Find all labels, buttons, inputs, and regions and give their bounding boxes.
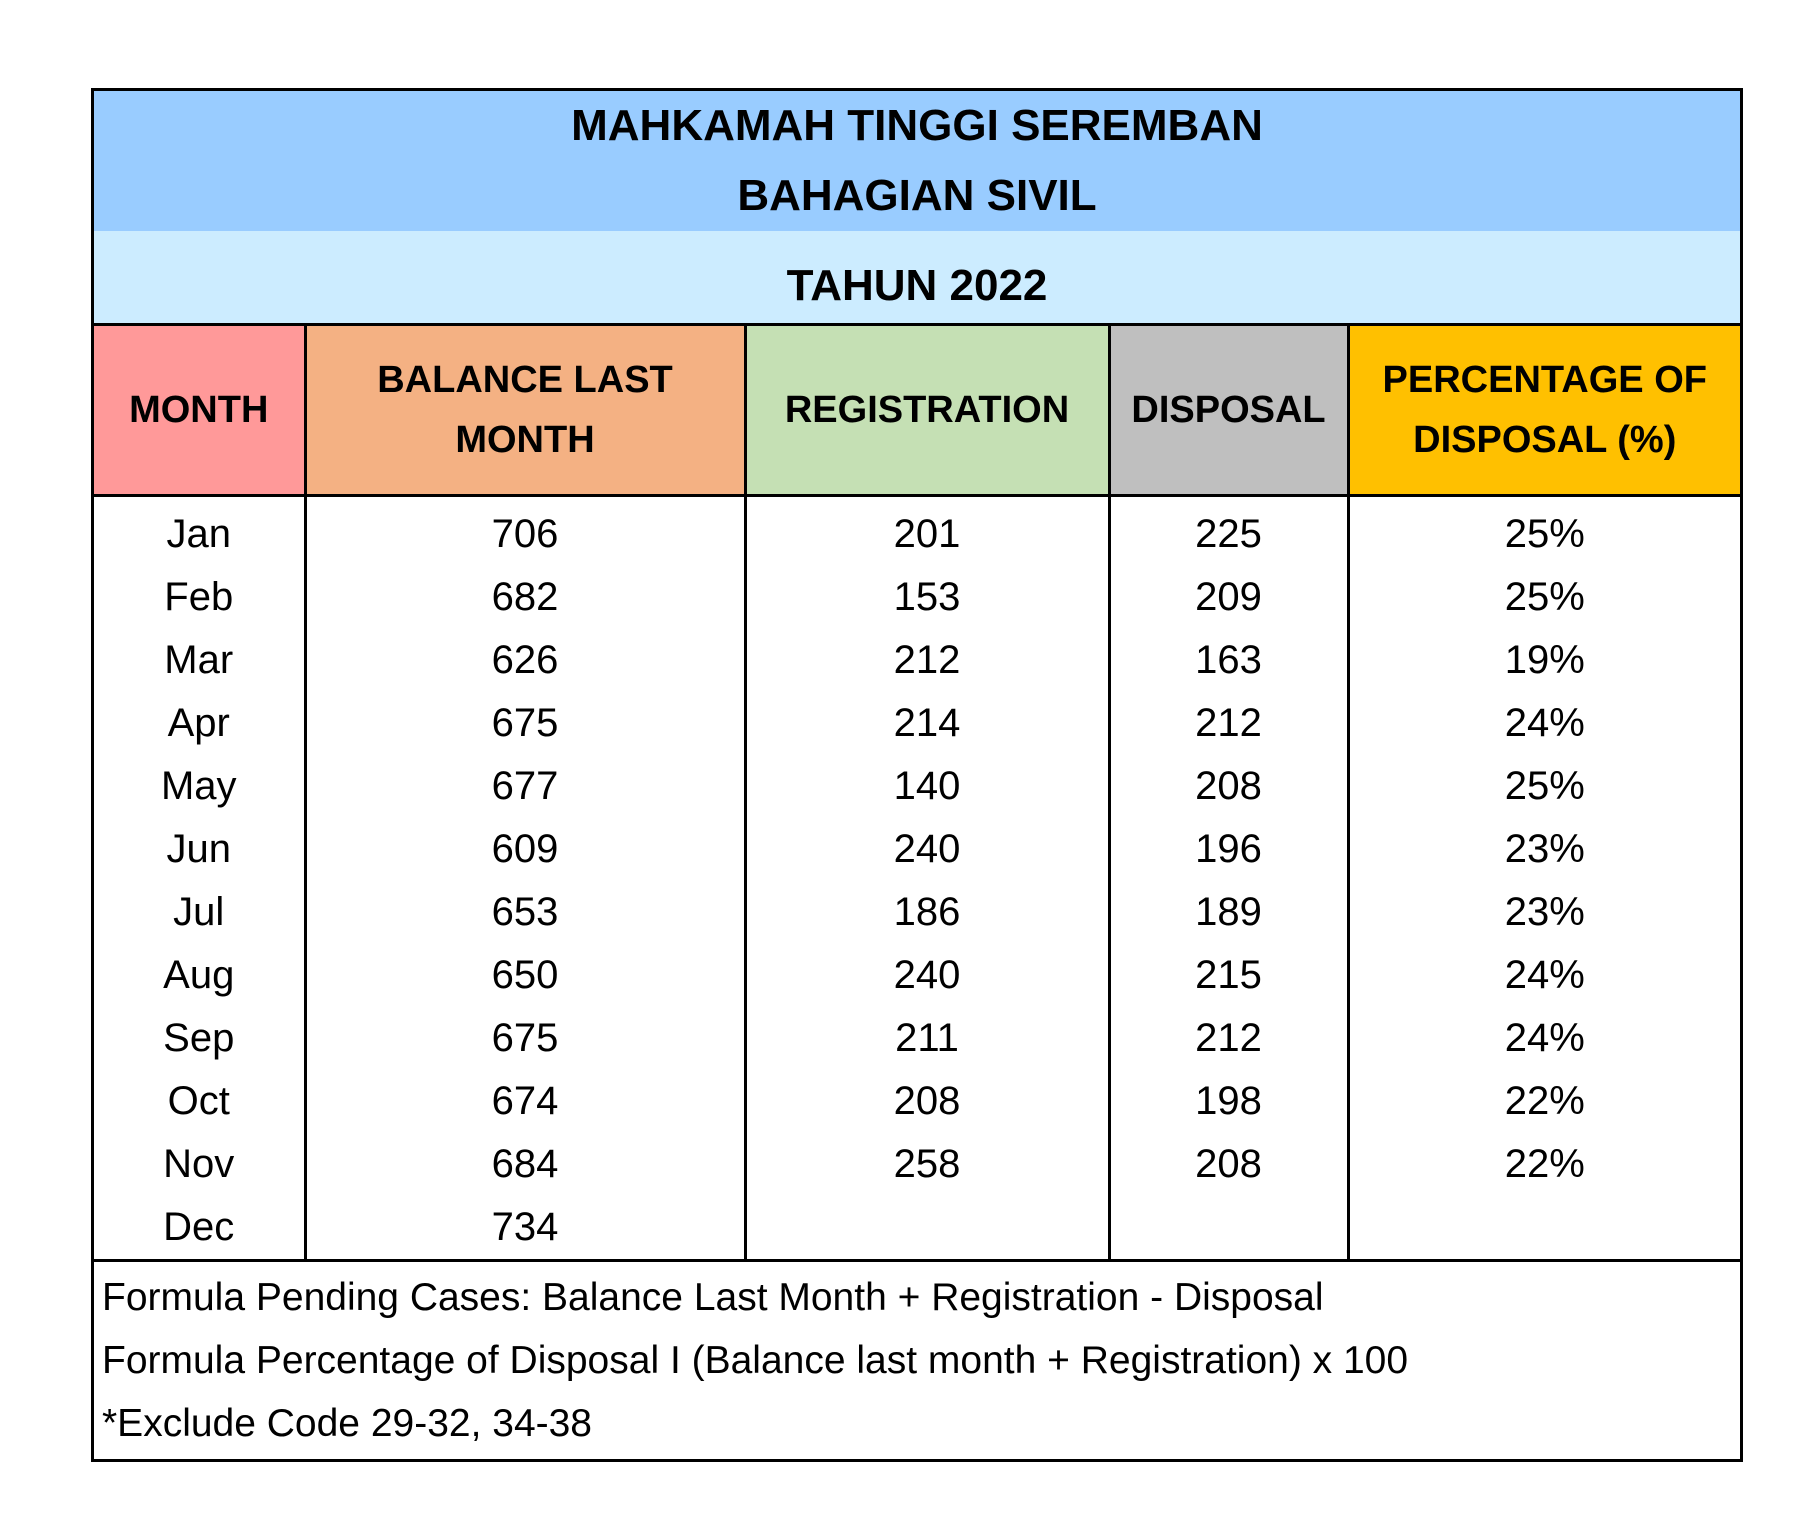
footnote-exclusion: *Exclude Code 29-32, 34-38 xyxy=(102,1402,592,1445)
cell-balance-last-month: 609 xyxy=(305,818,747,881)
division-name: BAHAGIAN SIVIL xyxy=(737,171,1097,220)
table-row: Nov 684 258 208 22% xyxy=(94,1133,1740,1196)
cell-registration: 201 xyxy=(745,495,1111,566)
cell-percentage-of-disposal: 24% xyxy=(1504,1016,1585,1060)
table-row: Jan 706 201 225 25% xyxy=(94,495,1740,566)
cell-balance-last-month: 675 xyxy=(305,692,747,755)
cell-month: Feb xyxy=(94,566,307,629)
cell-month: Dec xyxy=(94,1196,307,1259)
table-row: Feb 682 153 209 25% xyxy=(94,566,1740,629)
header-month: MONTH xyxy=(94,326,307,497)
cell-disposal: 212 xyxy=(1109,692,1350,755)
table-row: Sep 675 211 212 24% xyxy=(94,1007,1740,1070)
cell-month: Aug xyxy=(94,944,307,1007)
table-row: Oct 674 208 198 22% xyxy=(94,1070,1740,1133)
cell-registration: 258 xyxy=(745,1133,1111,1196)
cell-month: Oct xyxy=(94,1070,307,1133)
header-percentage-of-disposal: PERCENTAGE OF DISPOSAL (%) xyxy=(1348,326,1740,497)
cell-disposal: 208 xyxy=(1109,755,1350,818)
cell-disposal: 208 xyxy=(1109,1133,1350,1196)
cell-balance-last-month: 684 xyxy=(305,1133,747,1196)
cell-balance-last-month: 626 xyxy=(305,629,747,692)
cell-registration: 214 xyxy=(745,692,1111,755)
cell-balance-last-month: 653 xyxy=(305,881,747,944)
cell-percentage-of-disposal: 25% xyxy=(1504,575,1585,619)
cell-percentage-of-disposal: 24% xyxy=(1504,953,1585,997)
cell-percentage-of-disposal: 25% xyxy=(1504,512,1585,556)
footer-notes: Formula Pending Cases: Balance Last Mont… xyxy=(94,1259,1740,1459)
cell-percentage-of-disposal: 22% xyxy=(1504,1142,1585,1186)
cell-disposal: 198 xyxy=(1109,1070,1350,1133)
cell-registration: 186 xyxy=(745,881,1111,944)
header-row: MONTH BALANCE LAST MONTH REGISTRATION DI… xyxy=(94,326,1740,497)
cell-month: Mar xyxy=(94,629,307,692)
cell-registration: 153 xyxy=(745,566,1111,629)
cell-disposal: 196 xyxy=(1109,818,1350,881)
table-row: May 677 140 208 25% xyxy=(94,755,1740,818)
cell-balance-last-month: 677 xyxy=(305,755,747,818)
cell-percentage-of-disposal: 22% xyxy=(1504,1079,1585,1123)
footnote-pending-formula: Formula Pending Cases: Balance Last Mont… xyxy=(102,1276,1324,1319)
header-balance-last-month: BALANCE LAST MONTH xyxy=(305,326,747,497)
cell-percentage-of-disposal: 23% xyxy=(1504,890,1585,934)
cell-disposal: 212 xyxy=(1109,1007,1350,1070)
cell-balance-last-month: 682 xyxy=(305,566,747,629)
cell-month: Sep xyxy=(94,1007,307,1070)
cell-month: Jul xyxy=(94,881,307,944)
cell-registration xyxy=(745,1196,1111,1259)
footnote-percentage-formula: Formula Percentage of Disposal I (Balanc… xyxy=(102,1339,1409,1382)
cell-month: Jan xyxy=(94,495,307,566)
table-row: Jul 653 186 189 23% xyxy=(94,881,1740,944)
cell-disposal: 163 xyxy=(1109,629,1350,692)
cell-balance-last-month: 674 xyxy=(305,1070,747,1133)
cell-percentage-of-disposal: 19% xyxy=(1504,638,1585,682)
header-disposal: DISPOSAL xyxy=(1109,326,1350,497)
caseload-table-sheet: MAHKAMAH TINGGI SEREMBAN BAHAGIAN SIVIL … xyxy=(91,88,1743,1462)
cell-registration: 211 xyxy=(745,1007,1111,1070)
cell-disposal: 209 xyxy=(1109,566,1350,629)
table-row: Apr 675 214 212 24% xyxy=(94,692,1740,755)
cell-month: Jun xyxy=(94,818,307,881)
cell-balance-last-month: 734 xyxy=(305,1196,747,1259)
table-row: Jun 609 240 196 23% xyxy=(94,818,1740,881)
cell-registration: 140 xyxy=(745,755,1111,818)
cell-disposal: 189 xyxy=(1109,881,1350,944)
cell-registration: 240 xyxy=(745,944,1111,1007)
cell-disposal: 215 xyxy=(1109,944,1350,1007)
year-band: TAHUN 2022 xyxy=(94,231,1740,326)
cell-month: May xyxy=(94,755,307,818)
statistics-table: MONTH BALANCE LAST MONTH REGISTRATION DI… xyxy=(94,326,1740,1259)
cell-percentage-of-disposal: 25% xyxy=(1504,764,1585,808)
cell-month: Apr xyxy=(94,692,307,755)
cell-balance-last-month: 675 xyxy=(305,1007,747,1070)
table-row: Dec 734 xyxy=(94,1196,1740,1259)
cell-month: Nov xyxy=(94,1133,307,1196)
cell-disposal: 225 xyxy=(1109,495,1350,566)
cell-balance-last-month: 650 xyxy=(305,944,747,1007)
court-name: MAHKAMAH TINGGI SEREMBAN xyxy=(571,101,1263,150)
cell-balance-last-month: 706 xyxy=(305,495,747,566)
table-row: Mar 626 212 163 19% xyxy=(94,629,1740,692)
cell-registration: 240 xyxy=(745,818,1111,881)
cell-registration: 212 xyxy=(745,629,1111,692)
cell-disposal xyxy=(1109,1196,1350,1259)
header-registration: REGISTRATION xyxy=(745,326,1111,497)
cell-percentage-of-disposal: 24% xyxy=(1504,701,1585,745)
title-band: MAHKAMAH TINGGI SEREMBAN BAHAGIAN SIVIL xyxy=(94,91,1740,231)
cell-registration: 208 xyxy=(745,1070,1111,1133)
table-row: Aug 650 240 215 24% xyxy=(94,944,1740,1007)
cell-percentage-of-disposal xyxy=(1348,1196,1740,1259)
cell-percentage-of-disposal: 23% xyxy=(1504,827,1585,871)
